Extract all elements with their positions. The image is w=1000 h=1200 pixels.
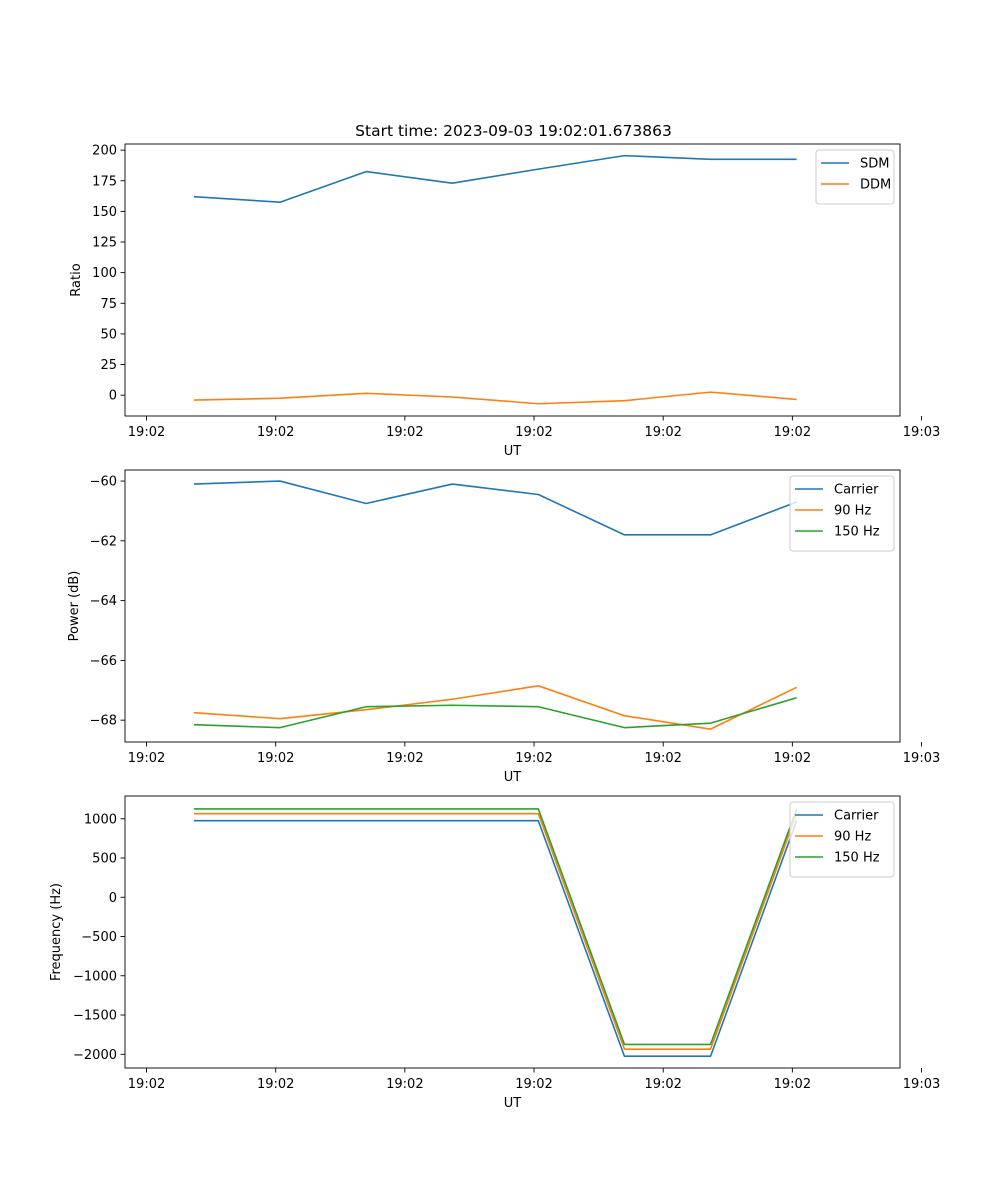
y-tick-label: −1000 bbox=[73, 969, 117, 984]
series-line-sdm bbox=[193, 154, 797, 203]
x-tick-label: 19:02 bbox=[644, 1077, 681, 1092]
y-tick-label: 25 bbox=[100, 358, 117, 373]
axes-frame bbox=[124, 795, 901, 1069]
x-axis-label: UT bbox=[504, 444, 522, 459]
series-line-carrier bbox=[193, 480, 797, 536]
y-tick-label: 125 bbox=[92, 236, 117, 251]
x-tick-label: 19:02 bbox=[515, 751, 552, 766]
y-tick-label: 100 bbox=[92, 266, 117, 281]
y-tick-label: −64 bbox=[90, 594, 117, 609]
x-tick-label: 19:03 bbox=[903, 1077, 940, 1092]
legend-label: 90 Hz bbox=[834, 830, 871, 845]
series-line-150-hz bbox=[193, 808, 798, 1046]
x-tick-label: 19:03 bbox=[903, 751, 940, 766]
y-tick-label: −60 bbox=[90, 475, 117, 490]
legend-label: Carrier bbox=[834, 809, 879, 824]
y-tick-label: 75 bbox=[100, 297, 117, 312]
y-axis-label: Frequency (Hz) bbox=[49, 883, 64, 981]
series-line-150-hz bbox=[193, 696, 797, 729]
x-tick-label: 19:03 bbox=[903, 425, 940, 440]
x-tick-label: 19:02 bbox=[386, 751, 423, 766]
x-axis-label: UT bbox=[504, 770, 522, 785]
y-tick-label: −66 bbox=[90, 654, 117, 669]
chart-panel-3: 19:02 19:02 19:02 19:02 19:02 19:02 19:03 1000 5… bbox=[49, 795, 940, 1111]
legend-label: SDM bbox=[860, 157, 889, 172]
x-tick-label: 19:02 bbox=[128, 751, 165, 766]
y-tick-label: −2000 bbox=[73, 1048, 117, 1063]
legend-frame bbox=[789, 801, 895, 878]
x-tick-label: 19:02 bbox=[257, 751, 294, 766]
y-axis-label: Ratio bbox=[69, 263, 84, 296]
x-tick-label: 19:02 bbox=[515, 425, 552, 440]
legend-label: DDM bbox=[860, 178, 891, 193]
x-tick-label: 19:02 bbox=[386, 1077, 423, 1092]
series-line-ddm bbox=[193, 391, 797, 405]
x-tick-label: 19:02 bbox=[128, 1077, 165, 1092]
legend-label: Carrier bbox=[834, 483, 879, 498]
series-line-90-hz bbox=[193, 685, 798, 730]
y-tick-label: −62 bbox=[90, 534, 117, 549]
x-tick-label: 19:02 bbox=[774, 751, 811, 766]
y-tick-label: −500 bbox=[81, 930, 117, 945]
y-axis-label: Power (dB) bbox=[67, 571, 82, 642]
series-line-90-hz bbox=[193, 812, 798, 1050]
y-tick-label: −1500 bbox=[73, 1009, 117, 1024]
y-tick-label: −68 bbox=[90, 714, 117, 729]
x-tick-label: 19:02 bbox=[644, 425, 681, 440]
x-tick-label: 19:02 bbox=[257, 425, 294, 440]
x-tick-label: 19:02 bbox=[644, 751, 681, 766]
x-tick-label: 19:02 bbox=[128, 425, 165, 440]
legend: Carrier 90 Hz 150 Hz bbox=[789, 475, 895, 552]
y-tick-label: 0 bbox=[109, 389, 117, 404]
y-tick-label: 50 bbox=[100, 327, 117, 342]
y-tick-label: 0 bbox=[109, 891, 117, 906]
x-axis-label: UT bbox=[504, 1096, 522, 1111]
y-tick-label: 150 bbox=[92, 205, 117, 220]
legend-label: 150 Hz bbox=[834, 851, 880, 866]
x-tick-label: 19:02 bbox=[515, 1077, 552, 1092]
y-tick-label: 200 bbox=[92, 144, 117, 159]
x-tick-label: 19:02 bbox=[774, 425, 811, 440]
legend: SDM DDM bbox=[815, 149, 895, 205]
y-tick-label: 175 bbox=[92, 174, 117, 189]
y-tick-label: 1000 bbox=[84, 812, 117, 827]
legend: Carrier 90 Hz 150 Hz bbox=[789, 801, 895, 878]
chart-panel-2: 19:02 19:02 19:02 19:02 19:02 19:02 19:03 −60 −6… bbox=[67, 469, 940, 785]
y-tick-label: 500 bbox=[92, 852, 117, 867]
x-tick-label: 19:02 bbox=[774, 1077, 811, 1092]
legend-label: 90 Hz bbox=[834, 504, 871, 519]
x-tick-label: 19:02 bbox=[386, 425, 423, 440]
x-tick-label: 19:02 bbox=[257, 1077, 294, 1092]
axes-frame bbox=[124, 469, 901, 743]
axes-frame bbox=[124, 143, 901, 417]
chart-title: Start time: 2023-09-03 19:02:01.673863 bbox=[355, 122, 672, 140]
legend-frame bbox=[789, 475, 895, 552]
legend-label: 150 Hz bbox=[834, 525, 880, 540]
chart-panel-1: 19:02 19:02 19:02 19:02 19:02 19:02 19:03 0 25 50… bbox=[69, 122, 940, 459]
series-line-carrier bbox=[193, 819, 798, 1058]
